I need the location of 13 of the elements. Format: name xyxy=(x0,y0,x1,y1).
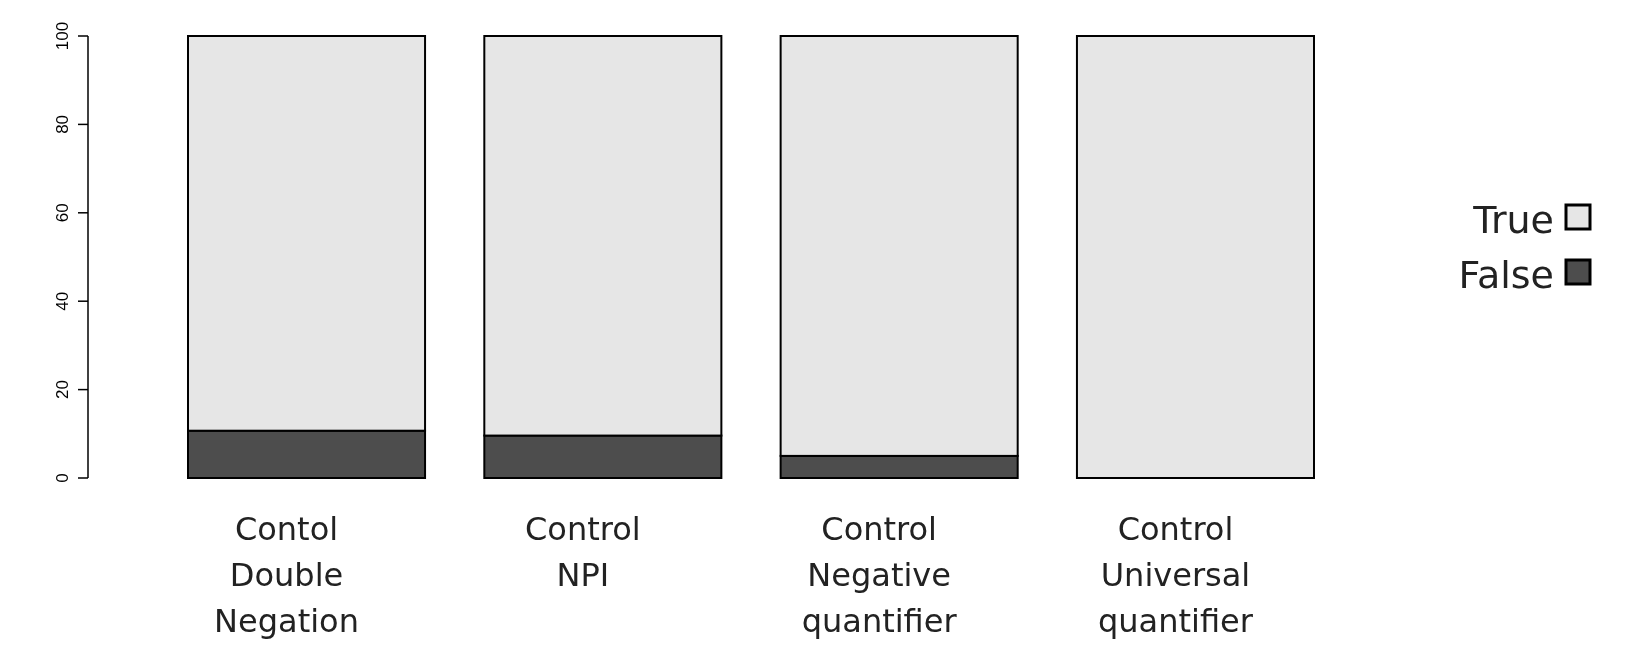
legend-label: False xyxy=(1458,253,1554,297)
y-tick-label: 100 xyxy=(53,21,72,51)
bar xyxy=(1075,35,1315,479)
y-tick-label: 80 xyxy=(53,114,72,134)
y-tick-label: 60 xyxy=(53,203,72,223)
y-tick-label: 0 xyxy=(53,473,72,483)
x-tick-label: Contol Double Negation xyxy=(214,510,359,640)
x-tick-label: Control Negative quantifier xyxy=(801,510,958,640)
x-tick-label: Control NPI xyxy=(525,510,641,594)
legend-label: True xyxy=(1472,198,1554,242)
y-tick-label: 20 xyxy=(53,380,72,400)
x-tick-label: Control Universal quantifier xyxy=(1098,510,1254,640)
y-tick-label: 40 xyxy=(53,291,72,311)
